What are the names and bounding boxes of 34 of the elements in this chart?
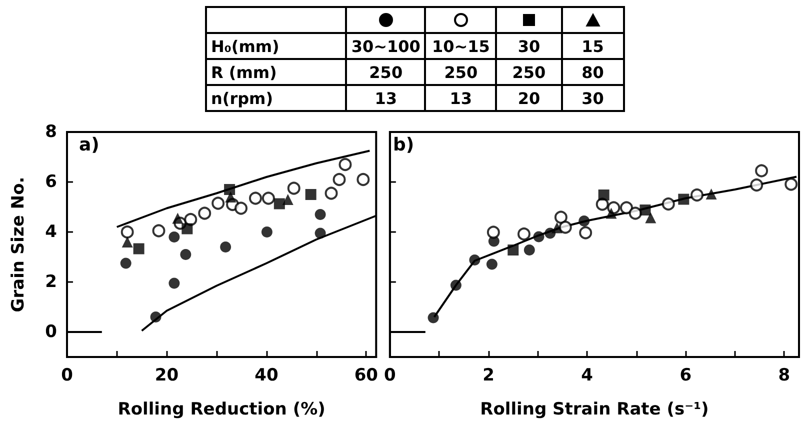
x-tick-label: 20 [154,366,179,386]
x-tick-label: 0 [61,366,74,386]
text: 30 [496,33,562,59]
x-tick-label: 4 [581,366,594,386]
x-axis-title: Rolling Reduction (%) [118,400,326,420]
text: 250 [425,59,496,85]
x-axis-title: Rolling Strain Rate (s⁻¹) [480,400,709,420]
text: 80 [562,59,624,85]
text: 15 [562,33,624,59]
text: n(rpm) [206,85,346,111]
annotation: b) [393,134,414,156]
annotation: a) [79,134,100,156]
text: 250 [346,59,426,85]
text: H₀(mm) [206,33,346,59]
x-tick-label: 2 [482,366,494,386]
y-tick-label: 0 [45,322,58,342]
y-tick-label: 6 [45,172,57,192]
y-tick-label: 4 [45,222,58,242]
x-tick-label: 60 [354,366,378,386]
x-tick-label: 8 [778,366,790,386]
text: 10~15 [425,33,496,59]
y-tick-label: 2 [45,272,57,292]
text: 30 [562,85,624,111]
text: 250 [496,59,562,85]
text: 20 [496,85,562,111]
y-axis-title: Grain Size No. [8,176,28,312]
x-tick-label: 0 [384,366,396,386]
text: 30~100 [346,33,426,59]
text: 13 [425,85,496,111]
y-tick-label: 8 [45,122,57,142]
text: R (mm) [206,59,346,85]
x-tick-label: 40 [254,366,278,386]
text: 13 [346,85,426,111]
x-tick-label: 6 [680,366,692,386]
